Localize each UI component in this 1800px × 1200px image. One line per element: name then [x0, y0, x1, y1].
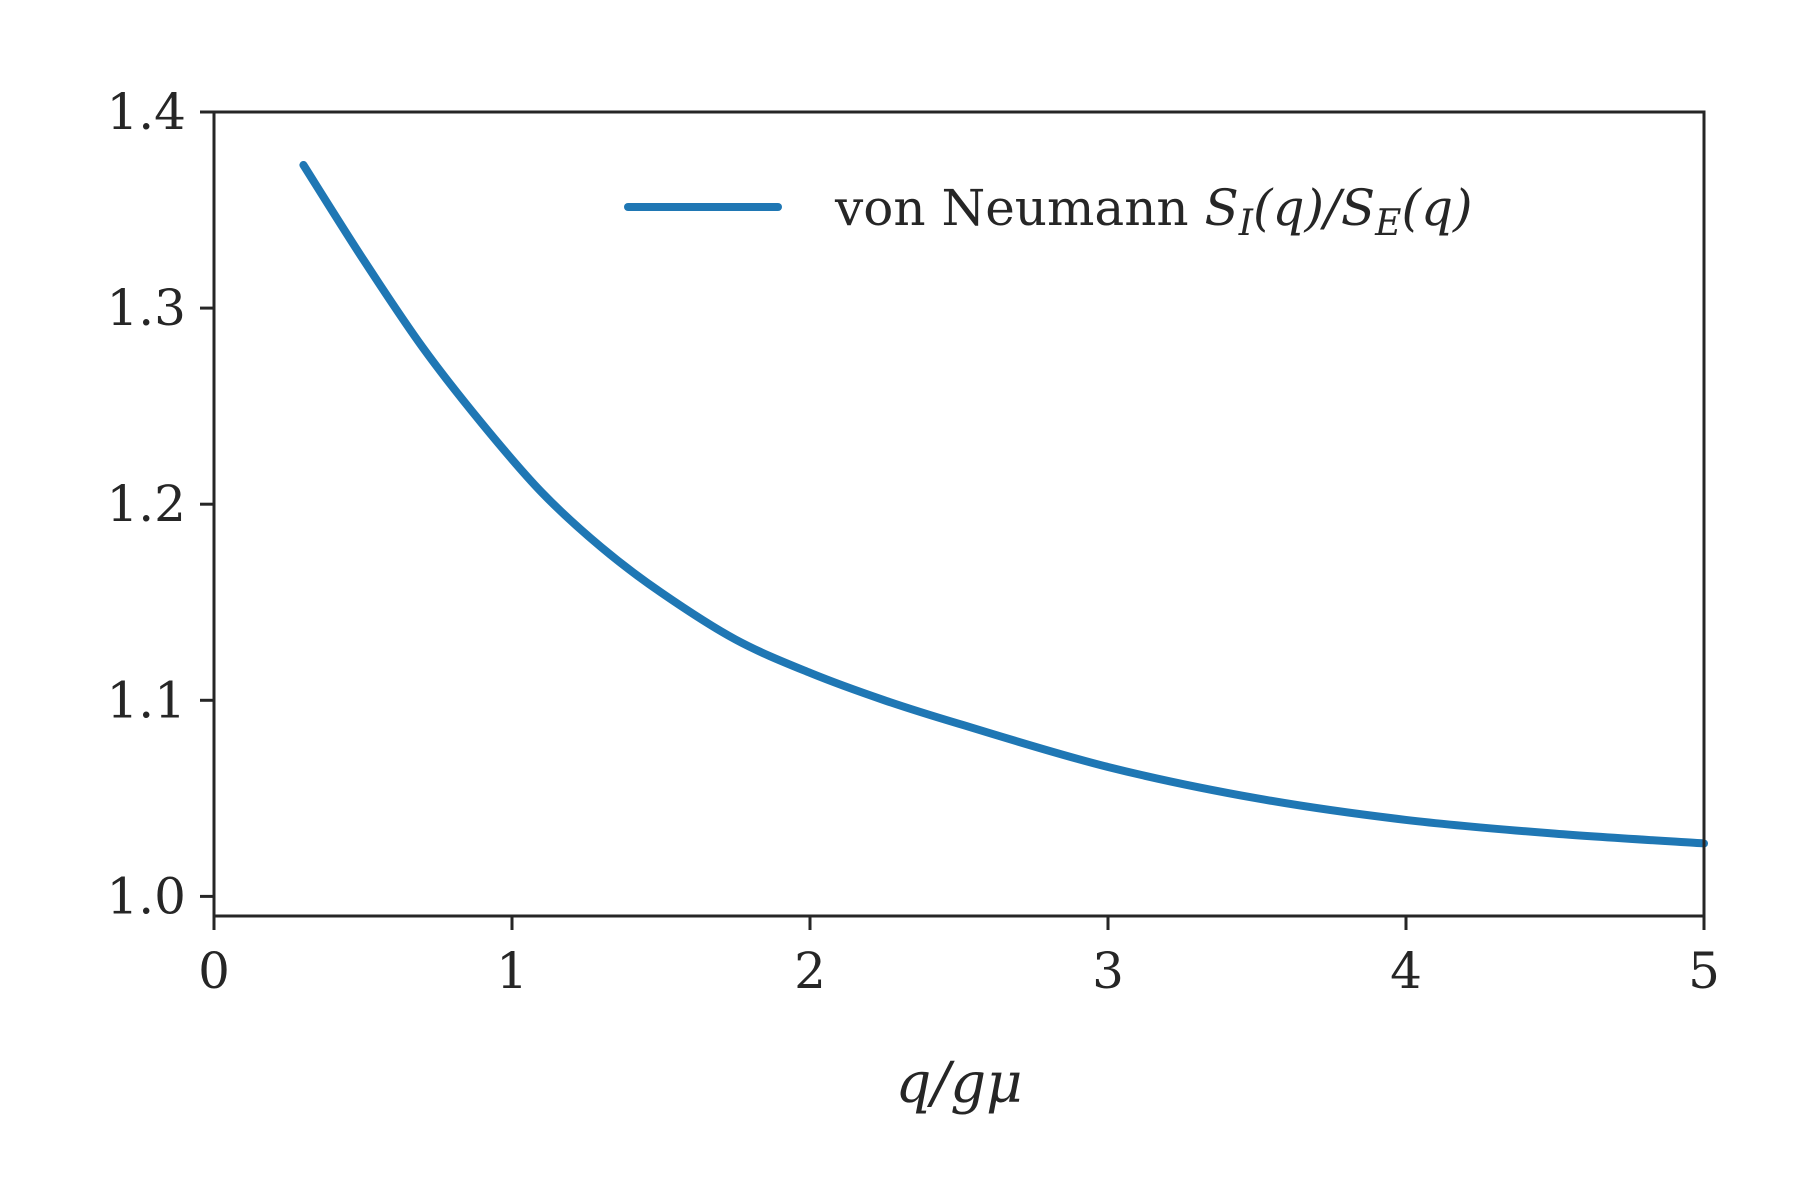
- plot-frame: [212, 110, 1706, 918]
- y-tick-label: 1.1: [106, 671, 186, 729]
- x-tick-label: 1: [496, 942, 528, 1000]
- y-tick-label: 1.0: [106, 867, 186, 925]
- x-tick-label: 3: [1092, 942, 1124, 1000]
- x-ticks: 0 1 2 3 4 5: [198, 916, 1720, 1000]
- y-ticks: 1.0 1.1 1.2 1.3 1.4: [106, 83, 214, 925]
- x-axis-label: q/gμ: [896, 1051, 1023, 1116]
- x-tick-label: 4: [1390, 942, 1422, 1000]
- y-tick-label: 1.3: [106, 279, 186, 337]
- x-tick-label: 5: [1688, 942, 1720, 1000]
- y-tick-label: 1.2: [106, 475, 186, 533]
- series-line-von-neumann: [299, 160, 1708, 848]
- x-tick-label: 0: [198, 942, 230, 1000]
- legend-label: von Neumann SI(q)/SE(q): [834, 179, 1472, 244]
- y-tick-label: 1.4: [106, 83, 186, 141]
- x-tick-label: 2: [794, 942, 826, 1000]
- legend: von Neumann SI(q)/SE(q): [624, 179, 1472, 244]
